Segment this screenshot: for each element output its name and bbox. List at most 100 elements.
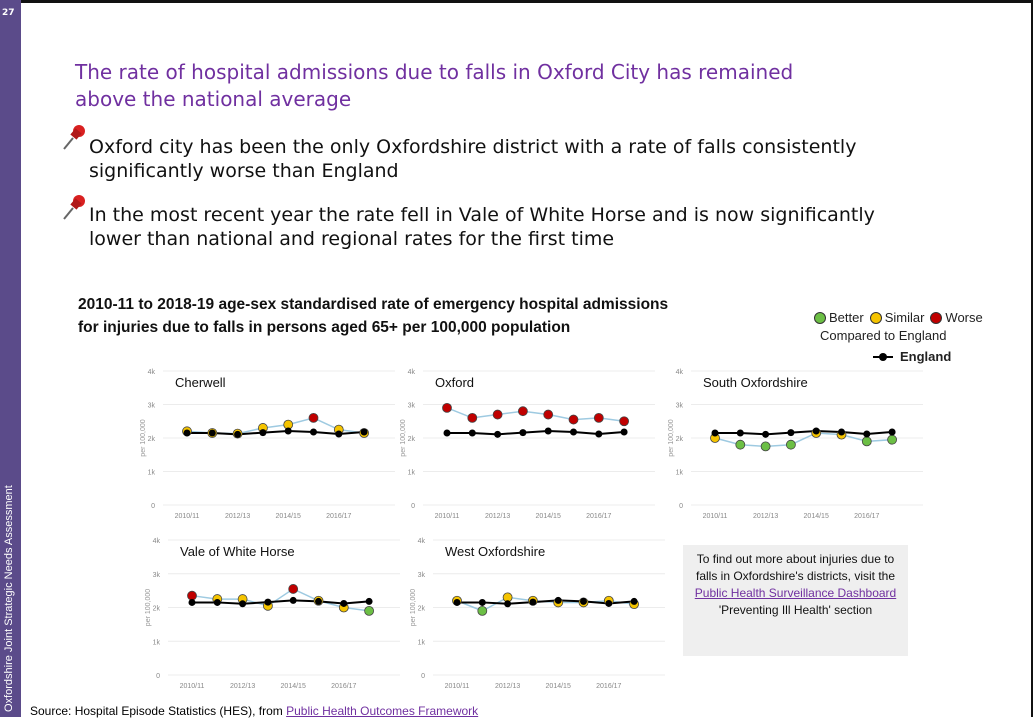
y-tick-label: 3k	[418, 572, 426, 579]
y-tick-label: 0	[151, 503, 155, 510]
pushpin-icon	[63, 195, 85, 220]
point	[335, 430, 343, 438]
point	[365, 597, 373, 605]
point	[289, 596, 297, 604]
point	[492, 409, 503, 420]
source-link[interactable]: Public Health Outcomes Framework	[286, 704, 479, 718]
source: Source: Hospital Episode Statistics (HES…	[30, 704, 478, 718]
point	[467, 412, 478, 423]
x-tick-label: 2016/17	[326, 513, 351, 520]
point	[259, 429, 267, 437]
y-tick-label: 0	[421, 673, 425, 680]
bullet-line: Oxford city has been the only Oxfordshir…	[89, 136, 857, 158]
y-tick-label: 3k	[148, 403, 156, 410]
y-tick-label: 0	[679, 503, 683, 510]
point	[183, 429, 191, 437]
point	[308, 412, 319, 423]
point	[736, 429, 744, 437]
point	[340, 599, 348, 607]
point	[787, 429, 795, 437]
legend-england-marker	[873, 352, 893, 361]
x-tick-label: 2010/11	[703, 513, 728, 520]
point	[543, 409, 554, 420]
x-tick-label: 2012/13	[485, 513, 510, 520]
point	[711, 429, 719, 437]
y-tick-label: 3k	[153, 572, 161, 579]
chart-title: Cherwell	[175, 375, 226, 390]
x-tick-label: 2016/17	[854, 513, 879, 520]
legend-swatch	[814, 311, 826, 324]
legend-england: England	[872, 349, 987, 364]
bullet-line: lower than national and regional rates f…	[89, 228, 615, 250]
point	[619, 416, 629, 427]
point	[544, 427, 552, 435]
y-tick-label: 4k	[418, 538, 426, 545]
point	[580, 597, 587, 605]
y-tick-label: 2k	[418, 606, 426, 613]
legend-label: Worse	[945, 310, 983, 325]
point	[288, 584, 299, 594]
y-tick-label: 3k	[408, 403, 416, 410]
y-tick-label: 2k	[153, 606, 161, 613]
y-axis-label: per 100,000	[400, 419, 407, 456]
chart-title: Oxford	[435, 375, 474, 390]
point	[605, 599, 613, 607]
y-tick-label: 2k	[676, 436, 684, 443]
legend-caption: Compared to England	[820, 328, 947, 343]
point	[494, 430, 502, 438]
x-tick-label: 2012/13	[230, 683, 255, 690]
x-tick-label: 2010/11	[445, 683, 470, 690]
legend-label: Better	[829, 310, 864, 325]
x-tick-label: 2014/15	[281, 683, 306, 690]
y-tick-label: 0	[411, 503, 415, 510]
y-tick-label: 4k	[148, 369, 156, 376]
point	[762, 430, 770, 438]
point	[188, 598, 196, 606]
y-tick-label: 4k	[153, 538, 161, 545]
y-axis-label: per 100,000	[140, 419, 147, 456]
info-text: 'Preventing Ill Health' section	[718, 603, 873, 617]
chart-title: West Oxfordshire	[445, 544, 545, 559]
y-tick-label: 1k	[153, 639, 161, 646]
legend-swatch	[930, 311, 943, 324]
point	[735, 439, 746, 450]
point	[529, 598, 537, 606]
point	[518, 406, 528, 417]
point	[234, 430, 242, 438]
point	[863, 430, 871, 438]
y-tick-label: 2k	[148, 436, 156, 443]
legend-items: Better Similar Worse	[812, 310, 987, 325]
point	[760, 441, 771, 452]
point	[442, 402, 452, 413]
source-text: Source: Hospital Episode Statistics (HES…	[30, 704, 283, 718]
y-axis-label: per 100,000	[668, 419, 675, 456]
point	[364, 605, 375, 616]
point	[620, 428, 628, 436]
x-tick-label: 2016/17	[586, 513, 611, 520]
point	[478, 598, 486, 606]
point	[239, 600, 247, 608]
point	[310, 428, 317, 436]
legend-england-label: England	[900, 349, 952, 364]
point	[593, 412, 604, 423]
chart-title: South Oxfordshire	[703, 375, 808, 390]
x-tick-label: 2014/15	[276, 513, 301, 520]
x-tick-label: 2010/11	[435, 513, 460, 520]
slide-number: 27	[2, 8, 15, 18]
point	[630, 597, 638, 605]
bullet-line: significantly worse than England	[89, 160, 399, 182]
y-axis-label: per 100,000	[410, 589, 417, 626]
point	[213, 598, 221, 606]
point	[264, 598, 272, 606]
point	[595, 430, 603, 438]
y-tick-label: 4k	[408, 369, 416, 376]
point	[360, 428, 368, 436]
info-link[interactable]: Public Health Surveillance Dashboard	[694, 586, 897, 600]
point	[888, 428, 896, 436]
point	[838, 428, 845, 436]
y-axis-label: per 100,000	[145, 589, 152, 626]
title-line: The rate of hospital admissions due to f…	[75, 60, 794, 84]
